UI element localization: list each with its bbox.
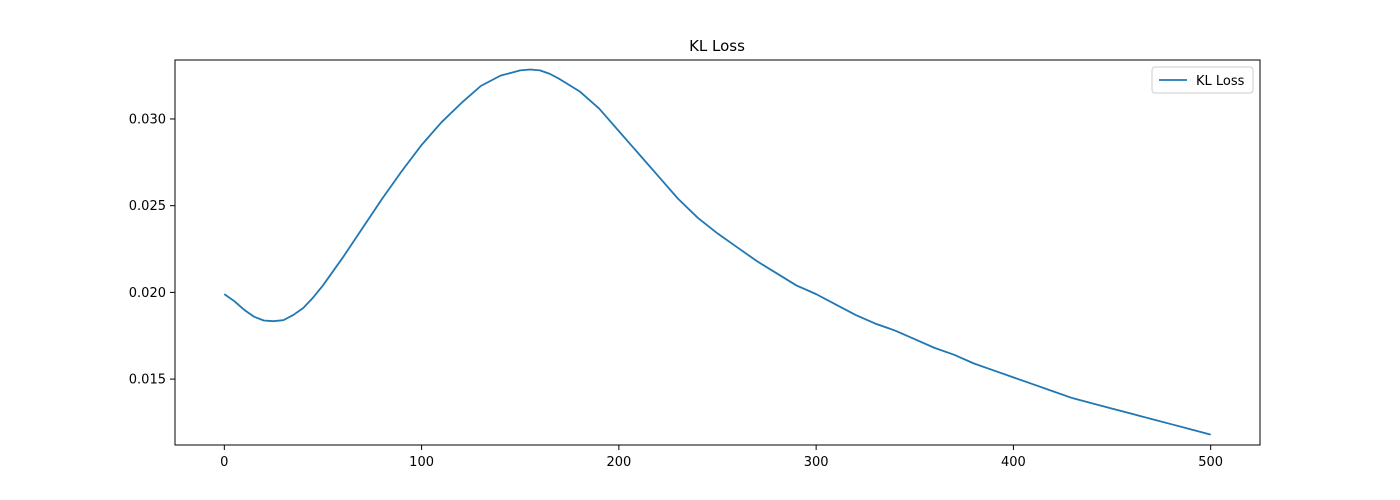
y-tick-label: 0.030 xyxy=(129,112,166,127)
legend: KL Loss xyxy=(1151,66,1254,94)
x-tick-label: 0 xyxy=(220,455,228,470)
y-tick-label: 0.020 xyxy=(129,286,166,301)
series-line-0 xyxy=(223,68,1211,436)
y-tick-label: 0.025 xyxy=(129,199,166,214)
x-tick-label: 100 xyxy=(409,455,434,470)
chart-title: KL Loss xyxy=(689,37,745,55)
axis-ticks: 0 100 200 300 400 500 0.015 0.020 0.025 0.030 xyxy=(129,112,1223,470)
x-tick-label: 300 xyxy=(804,455,829,470)
x-tick-label: 500 xyxy=(1198,455,1223,470)
axes-frame xyxy=(174,59,1261,446)
x-tick-label: 400 xyxy=(1001,455,1026,470)
x-tick-label: 200 xyxy=(606,455,631,470)
y-tick-label: 0.015 xyxy=(129,373,166,388)
legend-box xyxy=(1151,66,1254,94)
legend-label-kl-loss: KL Loss xyxy=(1196,74,1245,89)
plot-area xyxy=(223,68,1211,436)
